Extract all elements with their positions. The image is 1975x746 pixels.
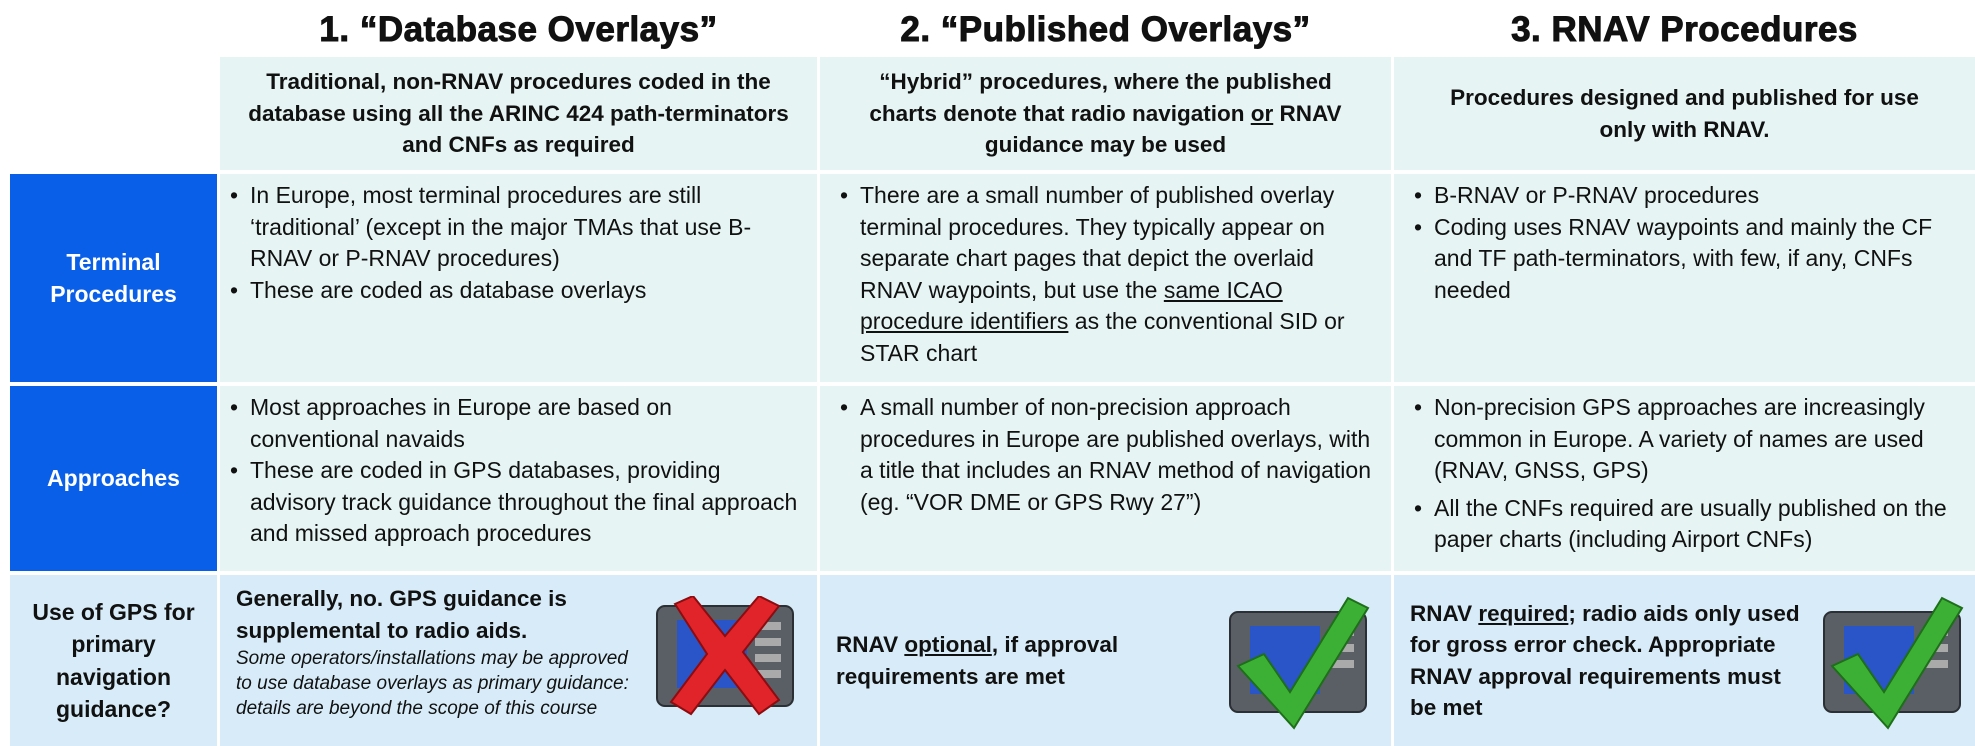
text: ; radio aids only used for gross error c… <box>1410 600 1800 721</box>
cell: RNAV required; radio aids only used for … <box>1394 575 1975 746</box>
text: as the conventional SID or STAR chart <box>860 308 1345 366</box>
bullet: All the CNFs required are usually publis… <box>1414 493 1965 556</box>
bullet-list: Non-precision GPS approaches are increas… <box>1412 392 1965 556</box>
text: “Hybrid” procedures, where the published… <box>869 69 1332 126</box>
text: , if approval requirements are met <box>836 632 1119 689</box>
text: RNAV <box>836 632 905 657</box>
text-block: Generally, no. GPS guidance is supplemen… <box>236 583 646 721</box>
cell: Generally, no. GPS guidance is supplemen… <box>220 575 817 746</box>
bullet-list: A small number of non-precision approach… <box>838 392 1381 518</box>
cell: There are a small number of published ov… <box>820 174 1391 382</box>
bullet-list: In Europe, most terminal procedures are … <box>228 180 807 306</box>
underlined-text: required <box>1478 600 1569 626</box>
underlined-text: same ICAO procedure identifiers <box>860 276 1283 335</box>
bullet-list: There are a small number of published ov… <box>838 180 1381 369</box>
bullet: Non-precision GPS approaches are increas… <box>1414 392 1965 487</box>
italic-text: Some operators/installations may be appr… <box>236 648 629 720</box>
gps-check-icon <box>1823 596 1964 730</box>
column-title: 2. “Published Overlays” <box>900 10 1311 50</box>
cell: Non-precision GPS approaches are increas… <box>1394 386 1975 571</box>
row-header: Approaches <box>10 386 217 571</box>
underlined-text: or <box>1250 100 1274 126</box>
text: RNAV guidance may be used <box>984 100 1342 158</box>
cell: Most approaches in Europe are based on c… <box>220 386 817 571</box>
row-header: Terminal Procedures <box>10 174 217 382</box>
cell: In Europe, most terminal procedures are … <box>220 174 817 382</box>
bullet: These are coded in GPS databases, provid… <box>230 455 807 550</box>
text: RNAV <box>1410 600 1479 626</box>
bullet: Most approaches in Europe are based on c… <box>230 392 807 455</box>
text: “Hybrid” procedures, where the published… <box>844 66 1367 161</box>
column-subtitle: Traditional, non-RNAV procedures coded i… <box>220 57 817 170</box>
row-header: Use of GPS for primary navigation guidan… <box>10 575 217 746</box>
text: Approaches <box>47 465 180 492</box>
bullet: B-RNAV or P-RNAV procedures <box>1414 180 1965 212</box>
bullet-list: Most approaches in Europe are based on c… <box>228 392 807 550</box>
bullet: A small number of non-precision approach… <box>840 392 1381 518</box>
gps-cross-icon <box>656 596 794 716</box>
text-block: RNAV required; radio aids only used for … <box>1410 598 1810 724</box>
text: Traditional, non-RNAV procedures coded i… <box>248 69 789 158</box>
text: Terminal Procedures <box>50 248 177 307</box>
bullet: There are a small number of published ov… <box>840 180 1381 369</box>
bullet: These are coded as database overlays <box>230 275 807 307</box>
bullet-list: B-RNAV or P-RNAV procedures Coding uses … <box>1412 180 1965 306</box>
column-subtitle: “Hybrid” procedures, where the published… <box>820 57 1391 170</box>
text: There are a small number of published ov… <box>860 182 1335 303</box>
gps-check-icon <box>1229 596 1370 730</box>
underlined-text: optional <box>904 632 992 657</box>
cell: B-RNAV or P-RNAV procedures Coding uses … <box>1394 174 1975 382</box>
text-block: RNAV optional, if approval requirements … <box>836 629 1196 692</box>
cell: A small number of non-precision approach… <box>820 386 1391 571</box>
bullet: In Europe, most terminal procedures are … <box>230 180 807 275</box>
bold-text: Generally, no. GPS guidance is supplemen… <box>236 586 567 643</box>
column-subtitle: Procedures designed and published for us… <box>1394 57 1975 170</box>
bullet: Coding uses RNAV waypoints and mainly th… <box>1414 212 1965 307</box>
text: Use of GPS for primary navigation guidan… <box>32 599 195 722</box>
column-title: 1. “Database Overlays” <box>319 10 718 50</box>
text: Procedures designed and published for us… <box>1450 85 1919 142</box>
column-title: 3. RNAV Procedures <box>1511 10 1858 50</box>
